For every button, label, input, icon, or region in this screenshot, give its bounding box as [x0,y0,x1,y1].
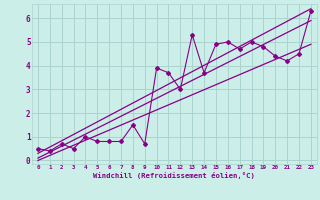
X-axis label: Windchill (Refroidissement éolien,°C): Windchill (Refroidissement éolien,°C) [93,172,255,179]
